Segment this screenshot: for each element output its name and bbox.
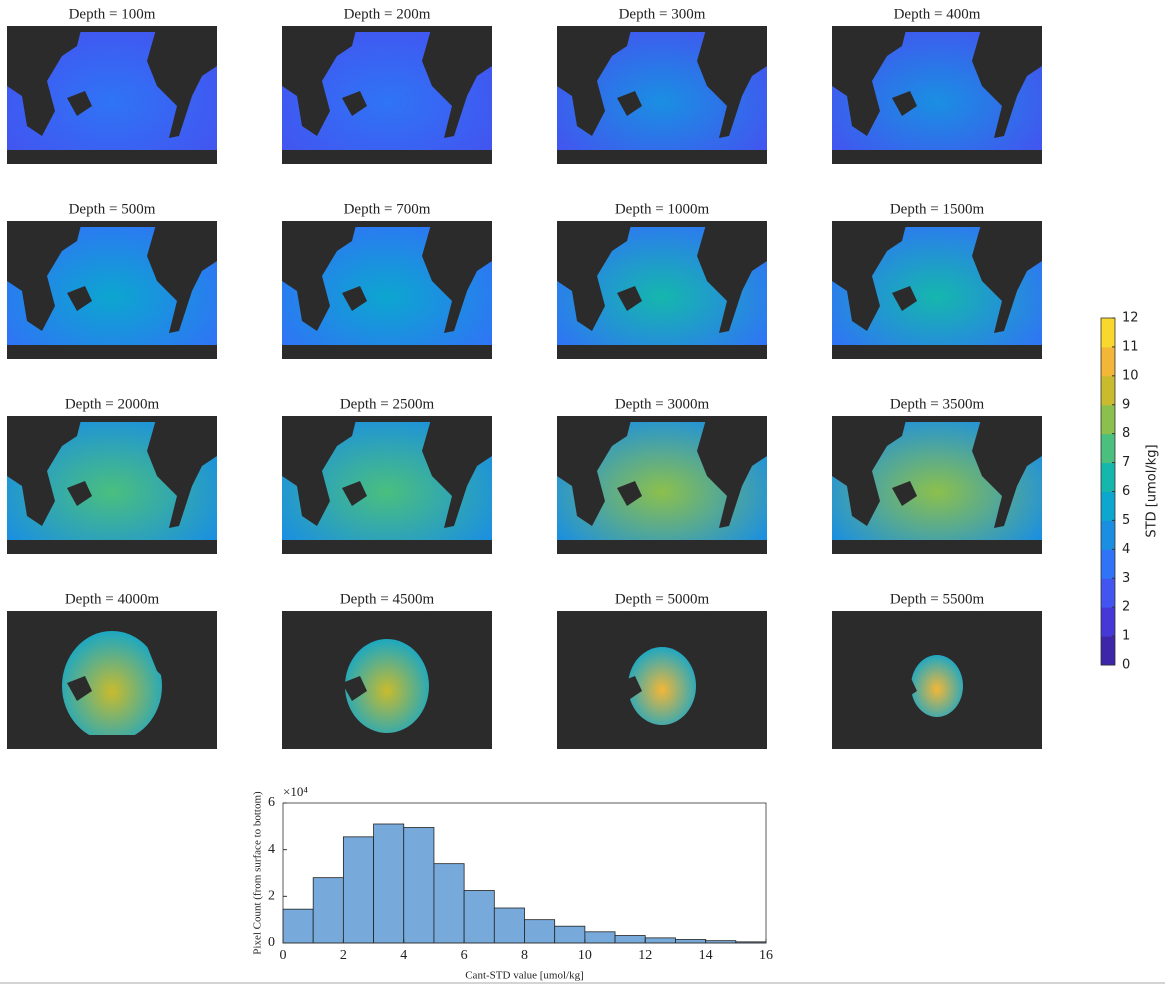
bar (464, 891, 494, 944)
colorbar-label: STD [umol/kg] (1145, 444, 1160, 537)
map-title: Depth = 200m (344, 6, 431, 22)
map-title: Depth = 5000m (615, 591, 710, 607)
map-title: Depth = 2500m (340, 396, 435, 412)
colorbar-tick-label: 7 (1122, 455, 1130, 470)
colorbar-tick-label: 11 (1122, 339, 1139, 354)
colorbar-swatch (1101, 405, 1115, 434)
colorbar-swatch (1101, 578, 1115, 607)
colorbar-swatch (1101, 549, 1115, 578)
colorbar-tick-label: 9 (1122, 397, 1130, 412)
y-tick-label: 6 (268, 795, 275, 810)
map-title: Depth = 100m (69, 6, 156, 22)
ocean (911, 655, 963, 717)
colorbar-swatch (1101, 318, 1115, 347)
map-title: Depth = 400m (894, 6, 981, 22)
map-panel (282, 611, 492, 749)
map-title: Depth = 4500m (340, 591, 435, 607)
map-title: Depth = 1500m (890, 201, 985, 217)
map-panel (832, 26, 1042, 164)
map-panel (557, 221, 767, 359)
map-panel (7, 26, 217, 164)
x-tick-label: 0 (280, 948, 287, 963)
x-tick-label: 16 (759, 948, 773, 963)
map-title: Depth = 300m (619, 6, 706, 22)
x-tick-label: 4 (400, 948, 407, 963)
colorbar-swatch (1101, 607, 1115, 636)
map-panel (282, 26, 492, 164)
colorbar-tick-label: 6 (1122, 484, 1130, 499)
colorbar-tick-label: 8 (1122, 426, 1130, 441)
colorbar-tick-label: 5 (1122, 513, 1130, 528)
bar (374, 824, 404, 943)
colorbar-swatch (1101, 434, 1115, 463)
bar (434, 864, 464, 943)
map-title: Depth = 700m (344, 201, 431, 217)
map-panel (832, 416, 1042, 554)
maps: Depth = 100m Depth = 200m Depth = 300m Dept… (7, 6, 1042, 749)
map-panel (557, 611, 767, 749)
bar (494, 908, 524, 943)
y-tick-label: 4 (268, 842, 275, 857)
figure: Depth = 100m Depth = 200m Depth = 300m Dept… (0, 0, 1165, 987)
map-panel (832, 221, 1042, 359)
map-title: Depth = 2000m (65, 396, 160, 412)
bar (645, 938, 675, 943)
colorbar-tick-label: 10 (1122, 368, 1139, 383)
map-panel (7, 611, 217, 749)
colorbar-tick-label: 4 (1122, 542, 1130, 557)
bar (283, 909, 313, 943)
y-tick-label: 0 (268, 935, 275, 950)
y-multiplier: ×10⁴ (283, 784, 308, 799)
map-title: Depth = 1000m (615, 201, 710, 217)
colorbar-swatch (1101, 463, 1115, 492)
y-tick-label: 2 (268, 889, 275, 904)
map-panel (832, 611, 1042, 749)
map-panel (282, 221, 492, 359)
colorbar-tick-label: 1 (1122, 629, 1130, 644)
colorbar-swatch (1101, 376, 1115, 405)
bar (343, 837, 373, 943)
x-tick-label: 8 (521, 948, 528, 963)
bar (555, 926, 585, 943)
map-panel (557, 416, 767, 554)
map-title: Depth = 5500m (890, 591, 985, 607)
x-tick-label: 12 (638, 948, 652, 963)
x-tick-label: 10 (578, 948, 592, 963)
bar (404, 828, 434, 944)
bar (675, 940, 705, 944)
colorbar-swatch (1101, 636, 1115, 665)
bar (615, 936, 645, 943)
map-title: Depth = 4000m (65, 591, 160, 607)
x-tick-label: 2 (340, 948, 347, 963)
y-axis-label: Pixel Count (from surface to bottom) (252, 791, 264, 955)
map-panel (7, 416, 217, 554)
colorbar-tick-label: 0 (1122, 658, 1130, 673)
x-axis-label: Cant-STD value [umol/kg] (465, 970, 584, 982)
bar (313, 878, 343, 943)
bar (525, 920, 555, 943)
histogram: 0 2 4 6 8 10 12 14 16 0 2 4 6 ×10⁴ Cant-STD value [umo… (252, 784, 773, 982)
map-title: Depth = 3000m (615, 396, 710, 412)
map-title: Depth = 3500m (890, 396, 985, 412)
colorbar-tick-label: 2 (1122, 600, 1130, 615)
map-title: Depth = 500m (69, 201, 156, 217)
map-panel (557, 26, 767, 164)
x-tick-label: 14 (699, 948, 713, 963)
map-panel (7, 221, 217, 359)
colorbar-tick-label: 12 (1122, 311, 1139, 326)
map-panel (282, 416, 492, 554)
colorbar-swatch (1101, 492, 1115, 521)
bar (585, 932, 615, 943)
colorbar-swatch (1101, 347, 1115, 376)
x-tick-label: 6 (461, 948, 468, 963)
colorbar-swatch (1101, 520, 1115, 549)
colorbar-tick-label: 3 (1122, 571, 1130, 586)
